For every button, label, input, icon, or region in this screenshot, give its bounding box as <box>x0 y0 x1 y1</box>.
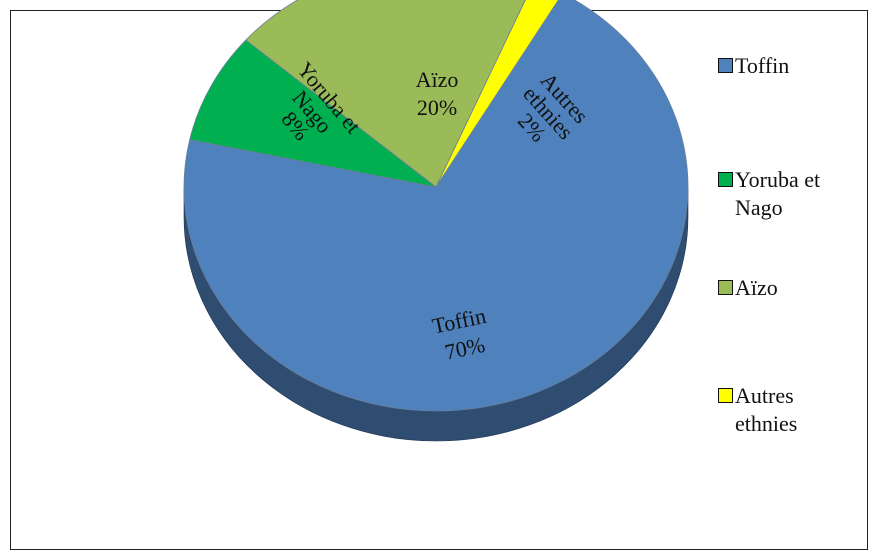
legend-label-autres-ethnies: Autres ethnies <box>735 383 798 436</box>
legend-swatch-yoruba-et-nago <box>718 172 733 187</box>
legend-label-toffin: Toffin <box>735 53 790 78</box>
pie-slice-a-zo <box>245 0 526 188</box>
legend-item-yoruba-et-nago: Yoruba et Nago <box>718 166 820 222</box>
legend-swatch-autres-ethnies <box>718 388 733 403</box>
legend-swatch-aizo <box>718 280 733 295</box>
legend-item-autres-ethnies: Autres ethnies <box>718 382 797 438</box>
data-label-value: 20% <box>417 95 457 120</box>
legend-label-aizo: Aïzo <box>735 275 778 300</box>
data-label-a-zo: Aïzo 20% <box>416 67 459 120</box>
legend-item-aizo: Aïzo <box>718 274 778 302</box>
pie-slices-group <box>183 0 689 412</box>
legend-item-toffin: Toffin <box>718 52 789 80</box>
pie-slice-yoruba-et-nago <box>189 39 437 188</box>
pie-slice-toffin <box>183 0 689 412</box>
legend-swatch-toffin <box>718 58 733 73</box>
data-label-name: Aïzo <box>416 67 459 92</box>
legend-label-yoruba-et-nago: Yoruba et Nago <box>735 167 821 220</box>
